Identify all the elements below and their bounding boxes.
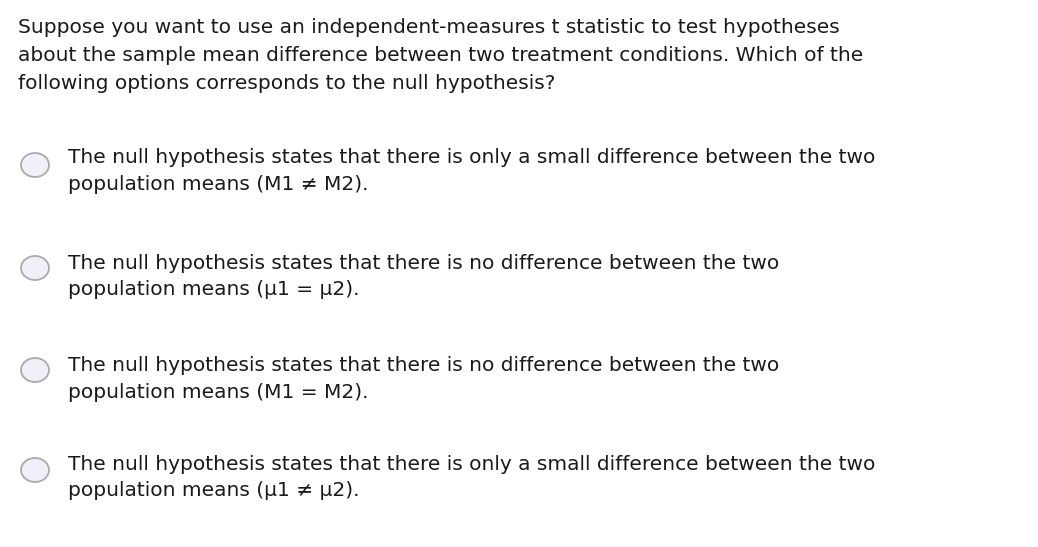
Text: following options corresponds to the null hypothesis?: following options corresponds to the nul…	[18, 74, 555, 93]
Text: about the sample mean difference between two treatment conditions. Which of the: about the sample mean difference between…	[18, 46, 864, 65]
Text: The null hypothesis states that there is only a small difference between the two: The null hypothesis states that there is…	[69, 455, 875, 501]
Text: The null hypothesis states that there is no difference between the two
populatio: The null hypothesis states that there is…	[69, 254, 780, 300]
Text: The null hypothesis states that there is only a small difference between the two: The null hypothesis states that there is…	[69, 148, 875, 194]
Text: The null hypothesis states that there is no difference between the two
populatio: The null hypothesis states that there is…	[69, 356, 780, 401]
Text: Suppose you want to use an independent-measures t statistic to test hypotheses: Suppose you want to use an independent-m…	[18, 18, 840, 37]
